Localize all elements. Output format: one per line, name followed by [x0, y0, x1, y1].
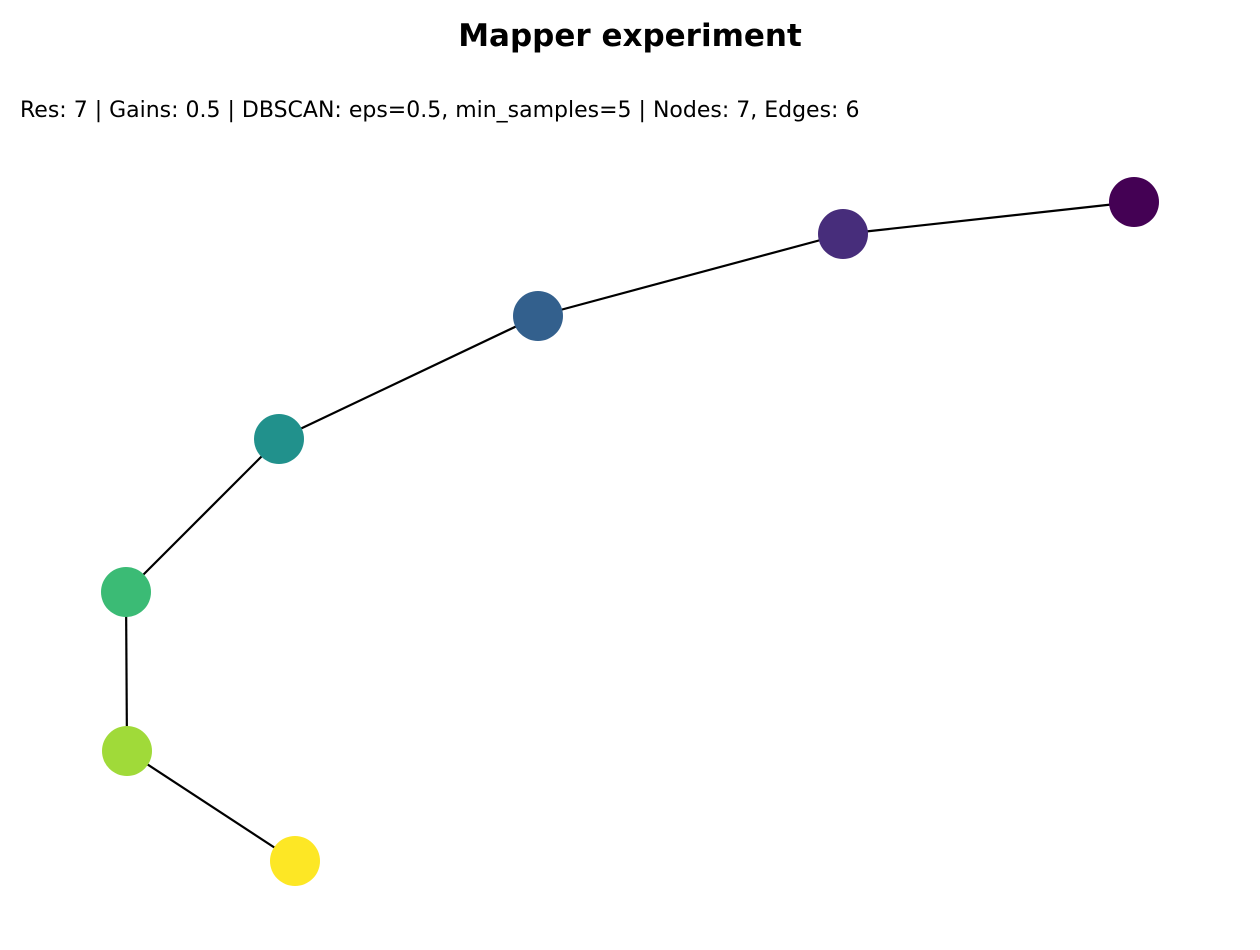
graph-edge-n4-n5 [124, 591, 129, 752]
edges-layer [124, 200, 1135, 862]
graph-node-n4 [101, 567, 151, 617]
graph-edge-n5-n6 [126, 750, 296, 862]
graph-edge-n3-n4 [125, 438, 280, 593]
graph-node-n3 [254, 414, 304, 464]
figure-title: Mapper experiment [458, 18, 802, 54]
graph-node-n1 [818, 209, 868, 259]
graph-edge-n1-n2 [537, 232, 844, 318]
graph-node-n0 [1109, 177, 1159, 227]
graph-edge-n2-n3 [278, 315, 539, 440]
graph-node-n5 [102, 726, 152, 776]
figure-subtitle: Res: 7 | Gains: 0.5 | DBSCAN: eps=0.5, m… [20, 98, 859, 123]
graph-edge-n0-n1 [842, 200, 1135, 236]
graph-node-n2 [513, 291, 563, 341]
graph-node-n6 [270, 836, 320, 886]
nodes-layer [101, 177, 1159, 886]
